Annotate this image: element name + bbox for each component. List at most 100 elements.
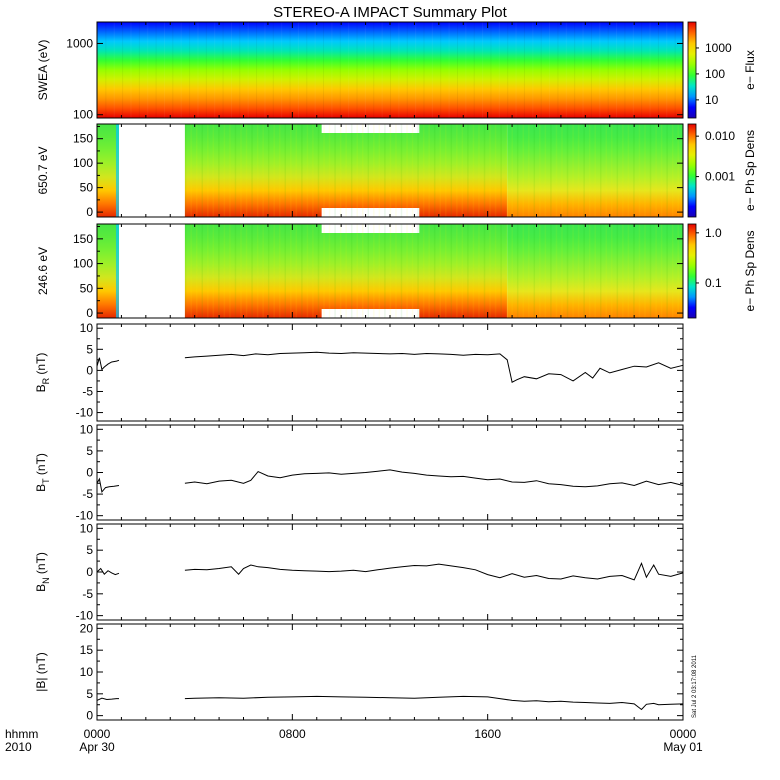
spectrogram-texture (272, 22, 274, 118)
spectrogram-image (97, 124, 119, 217)
spectrogram-texture (450, 224, 453, 318)
spectrogram-texture (345, 224, 347, 318)
spectrogram-texture (229, 224, 231, 318)
spectrogram-texture (384, 224, 386, 318)
spectrogram-texture (428, 224, 430, 318)
spectrogram-texture (666, 124, 668, 217)
spectrogram-texture (467, 124, 469, 217)
y-tick-label: 50 (80, 181, 94, 195)
y-tick-label: 0 (86, 709, 93, 723)
spectrogram-texture (373, 224, 375, 318)
spectrogram-texture (395, 124, 397, 217)
spectrogram-texture (267, 124, 270, 217)
spectrogram-texture (599, 22, 601, 118)
y-axis-label: SWEA (eV) (36, 40, 50, 101)
spectrogram-texture (445, 224, 447, 318)
spectrogram-texture (478, 124, 480, 217)
colorbar-tick-label: 10 (705, 93, 719, 107)
spectrogram-texture (278, 224, 281, 318)
spectrogram-texture (490, 22, 492, 118)
spectrogram-texture (555, 124, 558, 217)
spectrogram-texture (624, 22, 626, 118)
spectrogram-texture (406, 124, 408, 217)
spectrogram-texture (417, 224, 419, 318)
y-tick-label: -10 (76, 509, 94, 523)
spectrogram-texture (566, 224, 569, 318)
spectrogram-texture (411, 224, 414, 318)
time-tick-sublabel: May 01 (663, 740, 703, 754)
spectrogram-texture (281, 22, 283, 118)
colorbar-label: e− Ph Sp Dens (743, 230, 757, 311)
y-tick-label: 0 (86, 565, 93, 579)
spectrogram-texture (550, 224, 552, 318)
series-line (96, 357, 120, 371)
spectrogram-texture (362, 124, 364, 217)
spectrogram-texture (163, 22, 165, 118)
y-tick-label: 0 (86, 363, 93, 377)
spectrogram-texture (290, 224, 292, 318)
spectrogram-texture (234, 124, 237, 217)
spectrogram-texture (201, 224, 204, 318)
spectrogram-texture (245, 224, 248, 318)
y-tick-label: 10 (80, 521, 94, 535)
spectrogram-texture (522, 124, 525, 217)
spectrogram-texture (195, 224, 198, 318)
spectrogram-image (184, 224, 508, 318)
spectrogram-texture (561, 224, 563, 318)
spectrogram-texture (328, 124, 331, 217)
spectrogram-texture (644, 224, 646, 318)
time-tick-label: 0000 (670, 727, 697, 741)
spectrogram-texture (138, 22, 140, 118)
spectrogram-texture (229, 124, 231, 217)
spectrogram-texture (222, 22, 224, 118)
spectrogram-texture (461, 224, 464, 318)
spectrogram-texture (594, 124, 596, 217)
spectrogram-texture (572, 224, 574, 318)
spectrogram-texture (297, 22, 299, 118)
time-tick-label: 0800 (279, 727, 306, 741)
spectrogram-texture (590, 22, 592, 118)
spectrogram-texture (251, 124, 253, 217)
spectrogram-texture (505, 124, 508, 217)
spectrogram-texture (218, 124, 220, 217)
spectrogram-texture (445, 124, 447, 217)
spectrogram-texture (666, 224, 668, 318)
colorbar (687, 123, 697, 218)
spectrogram-texture (599, 124, 602, 217)
spectrogram-texture (439, 224, 441, 318)
spectrogram-texture (671, 224, 674, 318)
spectrogram-texture (214, 22, 216, 118)
spectrogram-texture (632, 22, 634, 118)
spectrogram-texture (422, 124, 425, 217)
spectrogram-texture (323, 224, 325, 318)
spectrogram-texture (655, 124, 657, 217)
spectrogram-texture (467, 224, 469, 318)
spectrogram-texture (433, 224, 436, 318)
spectrogram-texture (483, 124, 486, 217)
y-tick-label: 1000 (66, 36, 93, 50)
y-tick-label: -10 (76, 609, 94, 623)
line-panel-bn: -10 -5 0 5 10 BN (nT) (34, 521, 684, 623)
spectrogram-texture (674, 22, 676, 118)
spectrogram-edge (115, 224, 119, 318)
colorbar-label: e− Ph Sp Dens (743, 130, 757, 211)
spectrogram-texture (262, 124, 264, 217)
spectrogram-texture (207, 124, 209, 217)
spectrogram-texture (339, 22, 341, 118)
panel-frame (96, 424, 684, 521)
spectrogram-texture (378, 124, 381, 217)
spectrogram-texture (389, 224, 392, 318)
y-axis-label: BR (nT) (34, 353, 51, 393)
y-tick-label: 15 (80, 643, 94, 657)
spectrogram-texture (572, 124, 574, 217)
creation-timestamp: Sat Jul 2 03:17:08 2011 (692, 654, 698, 718)
spectrogram-texture (616, 224, 619, 318)
spectrogram-texture (544, 224, 547, 318)
spectrogram-texture (373, 124, 375, 217)
y-tick-label: 0 (86, 306, 93, 320)
spectrogram-texture (295, 124, 298, 217)
series-line (184, 695, 684, 711)
spectrogram-texture (588, 224, 591, 318)
spectrogram-texture (267, 224, 270, 318)
